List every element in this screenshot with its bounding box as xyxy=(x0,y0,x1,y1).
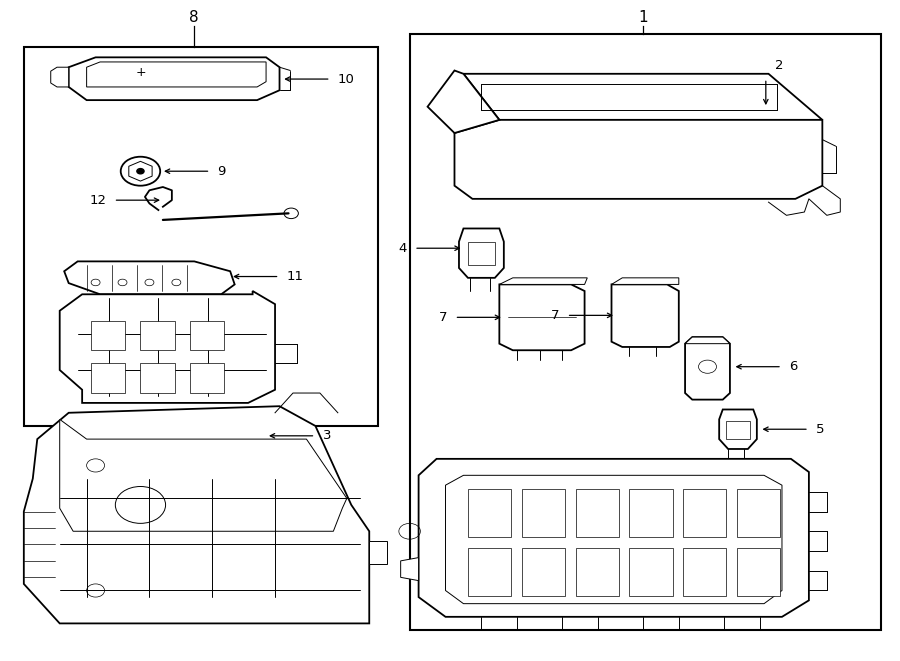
Text: 7: 7 xyxy=(439,311,447,324)
Bar xyxy=(683,489,726,537)
Bar xyxy=(737,549,780,596)
Polygon shape xyxy=(23,407,369,623)
Polygon shape xyxy=(464,74,823,120)
Polygon shape xyxy=(50,67,68,87)
Bar xyxy=(140,364,175,393)
Text: 1: 1 xyxy=(638,11,648,25)
Polygon shape xyxy=(611,278,679,284)
Bar xyxy=(629,549,672,596)
Bar xyxy=(576,549,618,596)
Polygon shape xyxy=(500,278,588,284)
Bar xyxy=(190,364,224,393)
Polygon shape xyxy=(428,71,500,133)
Bar xyxy=(468,549,511,596)
Polygon shape xyxy=(719,409,757,449)
Circle shape xyxy=(137,169,144,174)
Text: 2: 2 xyxy=(775,59,783,72)
Text: 7: 7 xyxy=(551,309,560,322)
Polygon shape xyxy=(685,337,730,344)
Bar xyxy=(190,321,224,350)
Bar xyxy=(468,242,495,264)
Bar xyxy=(522,549,565,596)
Polygon shape xyxy=(86,62,266,87)
Polygon shape xyxy=(59,419,346,531)
Polygon shape xyxy=(500,284,585,350)
Polygon shape xyxy=(446,475,782,603)
Text: 12: 12 xyxy=(89,194,106,207)
Text: 9: 9 xyxy=(218,165,226,178)
Polygon shape xyxy=(611,284,679,347)
Bar xyxy=(683,549,726,596)
Polygon shape xyxy=(685,337,730,400)
Text: +: + xyxy=(135,66,146,79)
Text: 3: 3 xyxy=(322,429,331,442)
Polygon shape xyxy=(454,120,823,199)
Bar xyxy=(91,321,125,350)
Polygon shape xyxy=(68,58,280,100)
Text: 5: 5 xyxy=(816,423,824,436)
Polygon shape xyxy=(64,261,235,294)
Text: 8: 8 xyxy=(190,11,199,25)
Bar xyxy=(726,420,750,439)
Text: 4: 4 xyxy=(399,242,407,254)
Polygon shape xyxy=(459,229,504,278)
Bar xyxy=(140,321,175,350)
Polygon shape xyxy=(400,558,418,580)
Bar xyxy=(410,34,881,630)
Polygon shape xyxy=(59,291,275,403)
Bar xyxy=(23,48,378,426)
Bar xyxy=(629,489,672,537)
Text: 11: 11 xyxy=(287,270,303,283)
Text: 6: 6 xyxy=(789,360,797,373)
Polygon shape xyxy=(369,541,387,564)
Text: 10: 10 xyxy=(338,73,355,85)
Polygon shape xyxy=(418,459,809,617)
Bar xyxy=(522,489,565,537)
Bar xyxy=(576,489,618,537)
Polygon shape xyxy=(129,161,152,181)
Bar xyxy=(737,489,780,537)
Bar xyxy=(91,364,125,393)
Bar xyxy=(468,489,511,537)
